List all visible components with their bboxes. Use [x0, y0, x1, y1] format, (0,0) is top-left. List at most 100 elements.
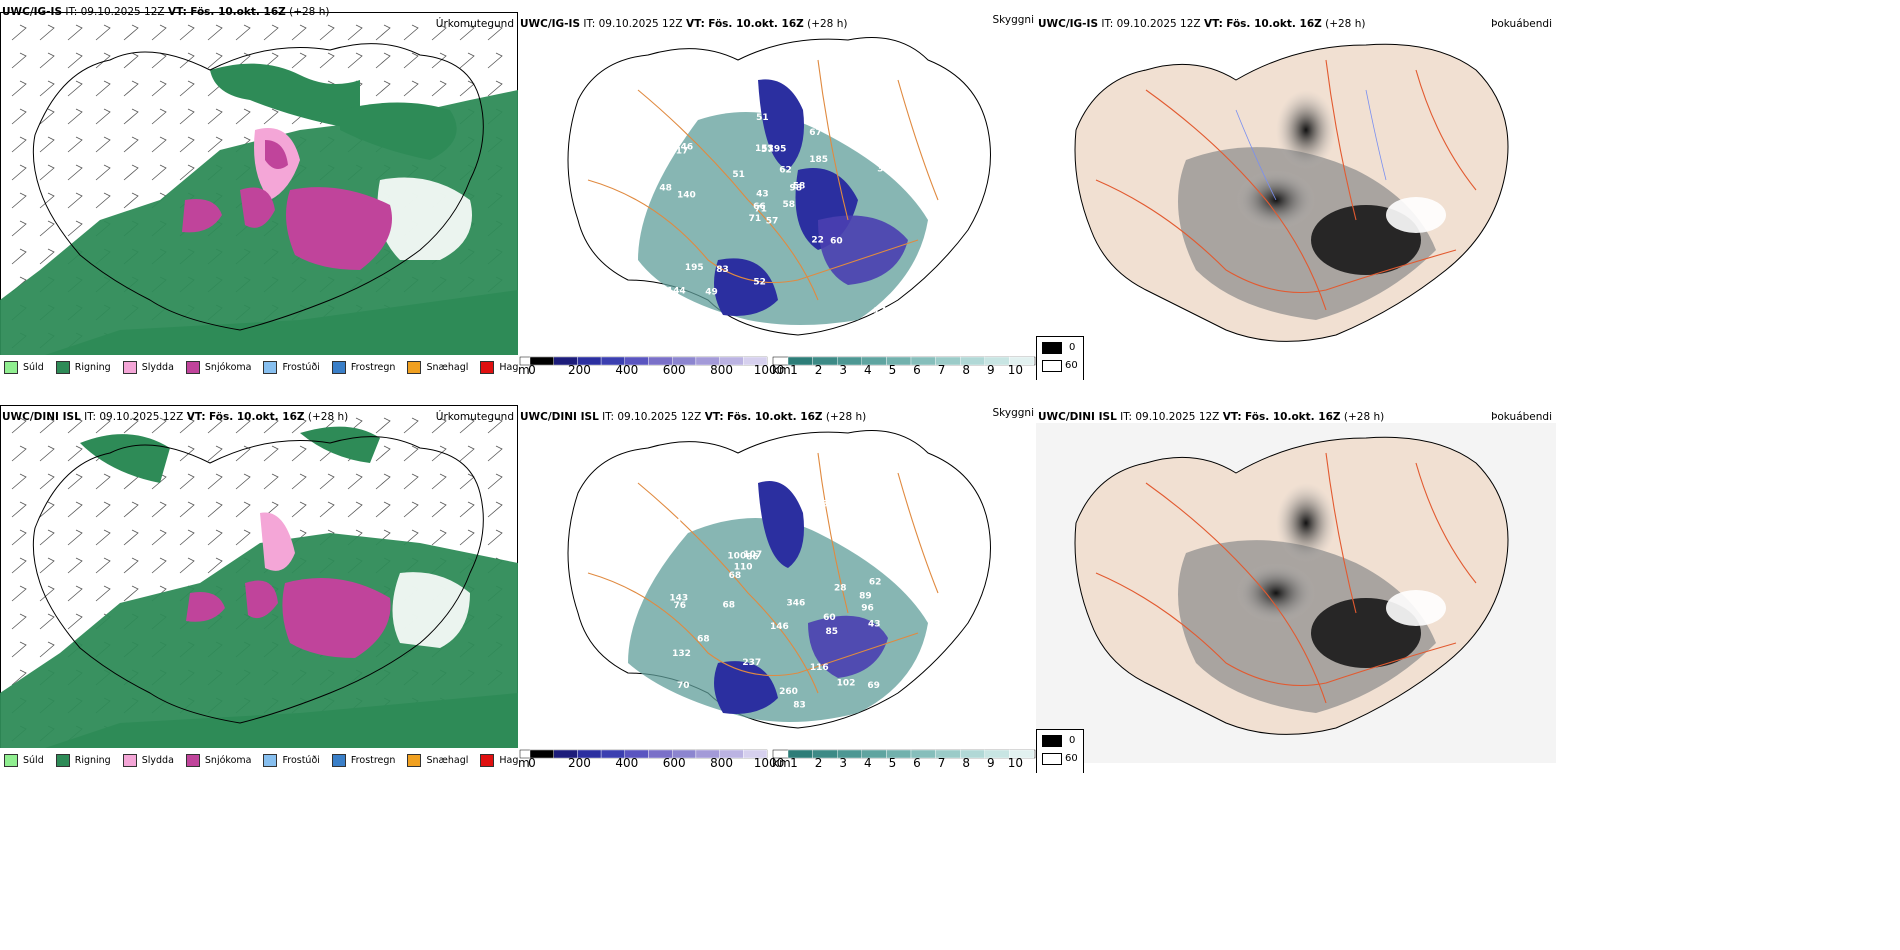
wind-barb — [11, 613, 27, 630]
wind-barb — [403, 473, 419, 490]
wind-barb — [291, 501, 307, 518]
wind-barb — [95, 108, 111, 125]
cloudbase-value: 71 — [749, 214, 762, 224]
wind-barb — [179, 24, 195, 41]
cloudbase-tick: 200 — [567, 363, 591, 377]
precip-panel-top: UWC/IG-IS IT: 09.10.2025 12Z VT: Fös. 10… — [0, 0, 518, 380]
valid-time: Fös. 10.okt. 16Z — [208, 411, 305, 423]
panel-title: Úrkomutegund — [435, 18, 514, 30]
legend-swatch — [185, 753, 200, 767]
wind-barb — [39, 529, 55, 546]
wind-barb — [123, 192, 139, 209]
legend-item: Slydda — [122, 360, 174, 374]
legend-label: Haglél — [499, 361, 518, 373]
panel-header: UWC/IG-IS IT: 09.10.2025 12Z VT: Fös. 10… — [520, 18, 847, 30]
legend-swatch — [122, 360, 137, 374]
wind-barb — [95, 80, 111, 97]
cloudbase-value: 144 — [667, 286, 686, 296]
cloudbase-value: 48 — [659, 184, 672, 194]
wind-barb — [179, 417, 195, 434]
fog-light-swatch — [1042, 360, 1062, 372]
valid-label: VT: — [685, 18, 705, 30]
wind-barb — [207, 473, 223, 490]
valid-time: Fös. 10.okt. 16Z — [1226, 18, 1322, 30]
legend-item: Snæhagl — [407, 753, 468, 767]
wind-barb — [151, 136, 167, 153]
wind-barb — [291, 445, 307, 462]
legend-item: Rigning — [55, 753, 111, 767]
cloudbase-value: 195 — [768, 145, 787, 155]
wind-barb — [11, 136, 27, 153]
legend-item: Frostúði — [263, 753, 320, 767]
wind-barb — [347, 473, 363, 490]
wind-barb — [11, 248, 27, 265]
cloudbase-tick: 0 — [528, 756, 536, 770]
legend-swatch — [331, 753, 346, 767]
wind-barb — [319, 52, 335, 69]
wind-barb — [123, 529, 139, 546]
wind-barb — [431, 24, 447, 41]
wind-barb — [95, 192, 111, 209]
wind-barb — [347, 24, 363, 41]
legend-item: Haglél — [480, 360, 518, 374]
cloudbase-value: 195 — [685, 263, 704, 273]
visibility-tick: 2 — [814, 756, 823, 770]
cloudbase-value: 110 — [734, 562, 753, 572]
wind-barb — [67, 473, 83, 490]
wind-barb — [95, 585, 111, 602]
cloudbase-value: 40 — [705, 506, 718, 516]
cloudbase-value: 96 — [861, 604, 874, 614]
wind-barb — [39, 80, 55, 97]
cloudbase-tick: 400 — [615, 756, 639, 770]
cloudbase-value: 71 — [754, 204, 767, 214]
cloudbase-value: 132 — [672, 649, 691, 659]
visibility-tick: 4 — [863, 756, 872, 770]
cloudbase-tick: 1000 — [753, 363, 785, 377]
cloudbase-value: 67 — [809, 128, 822, 138]
cloudbase-value: 46 — [681, 142, 694, 152]
fog-legend: 0 60 — [1036, 336, 1084, 380]
lead-time: (+28 h) — [1343, 411, 1385, 423]
init-time: IT: 09.10.2025 12Z — [602, 411, 702, 423]
wind-barb — [207, 529, 223, 546]
cloudbase-value: 94 — [669, 518, 682, 528]
visibility-tick: 5 — [888, 363, 897, 377]
wind-barb — [123, 52, 139, 69]
colorbars-bottom — [519, 749, 1036, 759]
cloudbase-value: 107 — [743, 550, 762, 560]
wind-barb — [67, 220, 83, 237]
cloudbase-bar-segment — [743, 356, 768, 366]
fog-dark-swatch — [1042, 342, 1062, 354]
cloudbase-value: 179 — [873, 306, 892, 316]
cloudbase-value: 57 — [766, 216, 779, 226]
wind-barb — [263, 417, 279, 434]
cloudbase-panel-top: UWC/IG-IS IT: 09.10.2025 12Z VT: Fös. 10… — [518, 0, 1036, 380]
wind-barb — [431, 52, 447, 69]
legend-item: Snjókoma — [185, 753, 252, 767]
visibility-tick: 10 — [1007, 756, 1024, 770]
legend-swatch — [263, 360, 278, 374]
wind-barb — [67, 52, 83, 69]
cloudbase-value: 237 — [742, 658, 761, 668]
visibility-tick: 5 — [888, 756, 897, 770]
valid-label: VT: — [186, 411, 206, 423]
wind-barb — [123, 417, 139, 434]
model-name: UWC/DINI ISL — [2, 411, 81, 423]
wind-barb — [95, 529, 111, 546]
precip-map — [0, 417, 518, 772]
wind-barb — [487, 529, 503, 546]
legend-label: Snjókoma — [204, 754, 252, 766]
wind-barb — [235, 24, 251, 41]
wind-barb — [39, 501, 55, 518]
wind-barb — [39, 641, 55, 658]
visibility-tick: 4 — [863, 363, 872, 377]
fog-map — [1074, 43, 1509, 342]
wind-barb — [235, 473, 251, 490]
wind-barb — [319, 473, 335, 490]
cloudbase-value: 346 — [786, 598, 805, 608]
wind-barb — [67, 164, 83, 181]
wind-barb — [67, 108, 83, 125]
precip-panel-bottom: UWC/DINI ISL IT: 09.10.2025 12Z VT: Fös.… — [0, 393, 518, 773]
wind-barb — [151, 164, 167, 181]
legend-swatch — [480, 753, 495, 767]
